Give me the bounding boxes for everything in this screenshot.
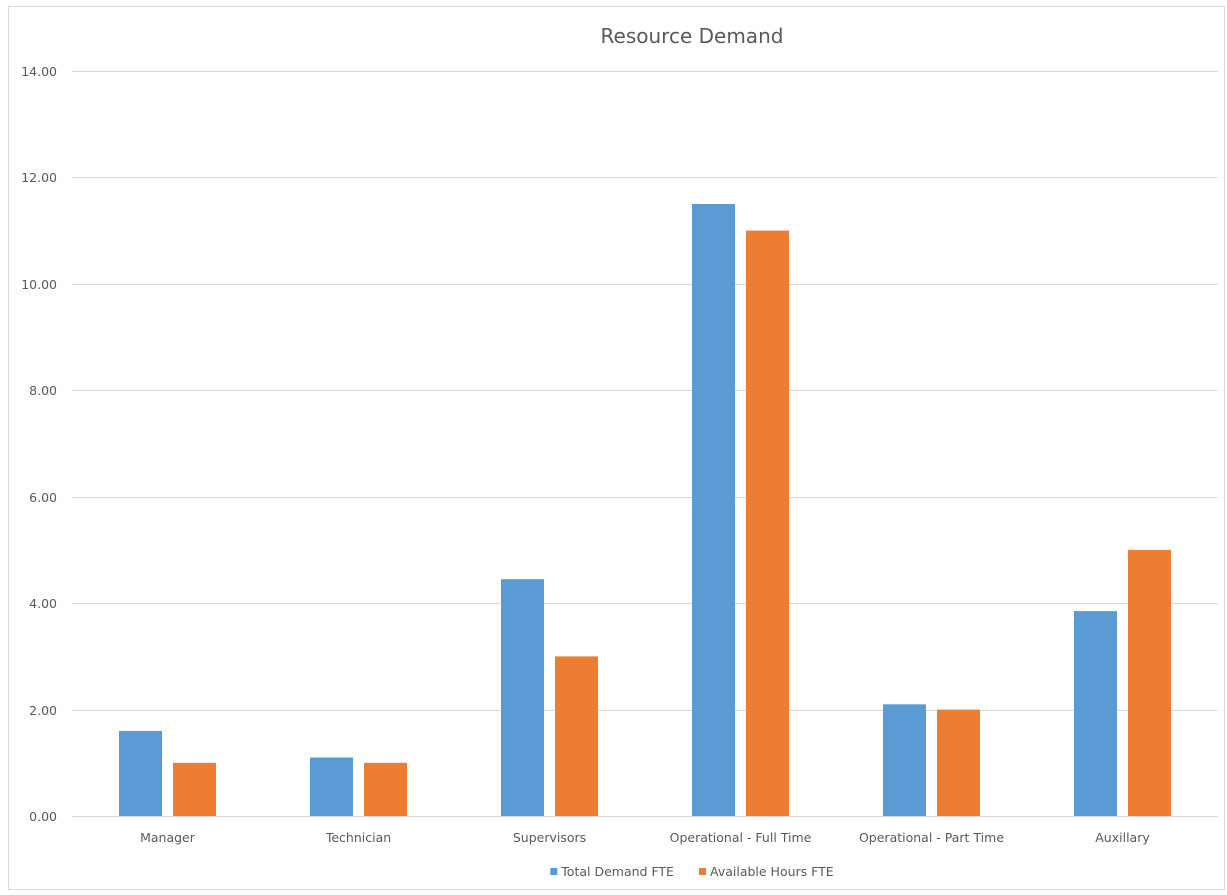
bar-available-hours-fte	[1128, 549, 1171, 816]
y-tick-label: 4.00	[29, 596, 57, 611]
y-tick-label: 6.00	[29, 490, 57, 505]
x-tick-label: Auxillary	[1095, 830, 1150, 845]
x-tick-label: Operational - Part Time	[859, 830, 1004, 845]
chart-frame	[8, 6, 1225, 890]
legend-label: Available Hours FTE	[710, 864, 834, 879]
bar-available-hours-fte	[173, 762, 216, 816]
bar-available-hours-fte	[364, 762, 407, 816]
legend-swatch	[699, 868, 706, 875]
bar-total-demand-fte	[119, 730, 162, 816]
bar-total-demand-fte	[692, 204, 735, 816]
bars	[119, 204, 1171, 817]
bar-available-hours-fte	[937, 709, 980, 816]
legend: Total Demand FTE Available Hours FTE	[550, 864, 834, 879]
bar-total-demand-fte	[501, 579, 544, 816]
chart-title: Resource Demand	[601, 24, 784, 48]
y-tick-label: 10.00	[21, 277, 57, 292]
bar-total-demand-fte	[310, 757, 353, 816]
x-tick-label: Manager	[140, 830, 196, 845]
bar-total-demand-fte	[883, 704, 926, 817]
bar-available-hours-fte	[555, 656, 598, 816]
x-tick-label: Operational - Full Time	[670, 830, 812, 845]
y-tick-label: 12.00	[21, 170, 57, 185]
x-axis-tick-labels: Manager Technician Supervisors Operational …	[140, 830, 1150, 845]
x-tick-label: Supervisors	[513, 830, 586, 845]
y-tick-label: 0.00	[29, 809, 57, 824]
gridlines	[72, 71, 1218, 817]
bar-available-hours-fte	[746, 230, 789, 817]
bar-total-demand-fte	[1074, 611, 1117, 816]
y-tick-label: 8.00	[29, 383, 57, 398]
x-tick-label: Technician	[325, 830, 391, 845]
y-tick-label: 2.00	[29, 703, 57, 718]
y-tick-label: 14.00	[21, 64, 57, 79]
y-axis-tick-labels: 0.00 2.00 4.00 6.00 8.00 10.00 12.00 14.00	[21, 64, 57, 824]
legend-swatch	[550, 868, 558, 875]
legend-label: Total Demand FTE	[560, 864, 674, 879]
